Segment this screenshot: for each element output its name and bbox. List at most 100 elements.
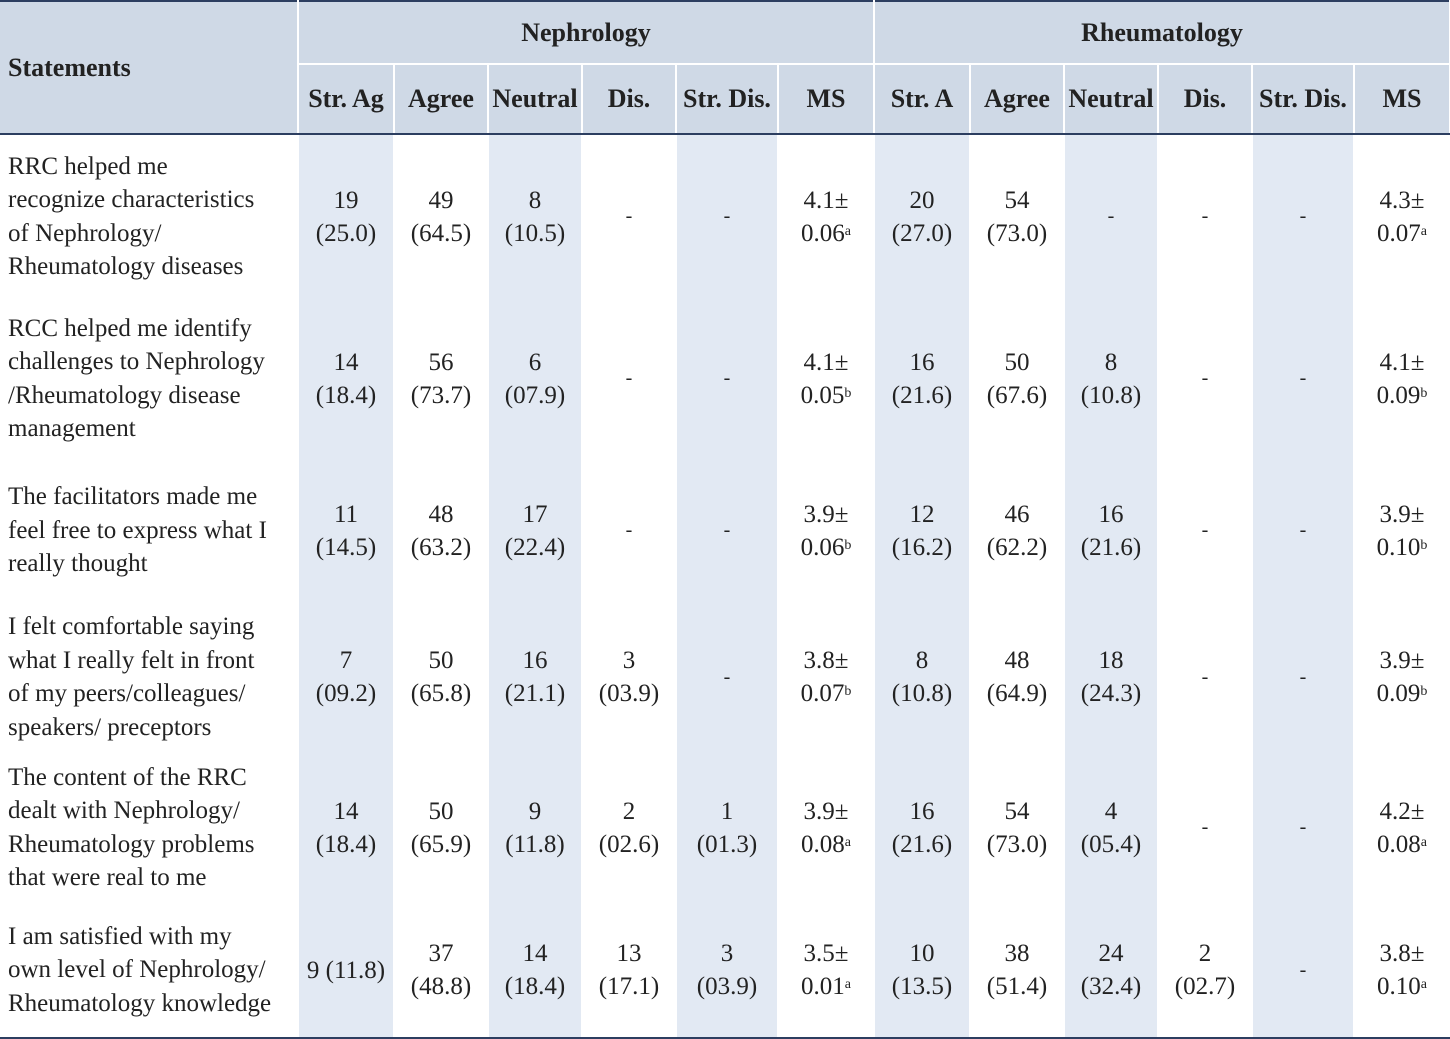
cell-text: 3: [720, 940, 734, 967]
cell-value: (73.0): [973, 217, 1061, 250]
cell-text: 0.09: [1376, 680, 1421, 707]
cell-value: 56: [397, 346, 485, 379]
cell-text: 18: [1098, 647, 1124, 674]
rheu-str-agree-cell: 16 (21.6): [874, 298, 971, 459]
cell-text: (73.0): [986, 219, 1048, 247]
cell-value: (67.6): [973, 379, 1061, 412]
rheumatology-header: Rheumatology: [874, 0, 1450, 65]
statement-line: feel free to express what I: [8, 516, 267, 544]
cell-text: (22.4): [504, 533, 566, 561]
cell-value: 12: [877, 498, 967, 531]
cell-text: 0.07: [1377, 219, 1421, 247]
cell-value: 4: [1067, 795, 1155, 828]
neph-ms-cell: 4.1± 0.06a: [778, 134, 875, 298]
rheu-neutral-cell: 18 (24.3): [1064, 602, 1159, 752]
cell-value: (64.9): [973, 677, 1061, 710]
cell-value: -: [679, 362, 775, 395]
cell-text: 13: [616, 940, 642, 967]
cell-text: 3.9±: [1379, 500, 1425, 528]
cell-value: (05.4): [1067, 828, 1155, 861]
statement-cell: RRC helped me recognize characteristics of…: [0, 134, 299, 298]
cell-value: (51.4): [973, 970, 1061, 1003]
cell-value: 18: [1067, 644, 1155, 677]
rheu-str-agree-cell: 20 (27.0): [874, 134, 971, 298]
neph-agree-cell: 49 (64.5): [394, 134, 489, 298]
cell-text: -: [1201, 816, 1209, 838]
cell-text: (18.4): [315, 381, 377, 409]
rheu-disagree-cell: -: [1158, 459, 1253, 602]
cell-text: 3.9±: [803, 797, 849, 825]
cell-text: (18.4): [504, 973, 566, 1000]
statement-line: Rheumatology knowledge: [8, 989, 272, 1017]
cell-value: 50: [397, 795, 485, 828]
cell-value: 20: [877, 184, 967, 217]
neph-disagree-cell: -: [582, 459, 677, 602]
cell-value: 0.10a: [1357, 970, 1447, 1003]
cell-text: 16: [1098, 500, 1124, 528]
cell-value: -: [585, 514, 673, 547]
cell-text: 50: [428, 797, 454, 825]
cell-text: 2: [1198, 940, 1212, 967]
neph-str-disagree-cell: 1 (01.3): [676, 752, 779, 903]
neph-neutral-cell: 9 (11.8): [488, 752, 583, 903]
cell-value: 3.8±: [1357, 937, 1447, 970]
cell-value: 10: [877, 937, 967, 970]
neph-disagree-cell: 13 (17.1): [582, 903, 677, 1039]
cell-text: (21.6): [1080, 533, 1142, 561]
cell-text: 0.01: [801, 973, 845, 1000]
cell-value: -: [1255, 954, 1351, 987]
cell-value: 14: [491, 937, 579, 970]
cell-value: 3: [679, 937, 775, 970]
cell-value: 3: [585, 644, 673, 677]
rheu-str-agree-cell: 16 (21.6): [874, 752, 971, 903]
statement-cell: The facilitators made me feel free to exp…: [0, 459, 299, 602]
cell-text: (10.8): [891, 680, 953, 707]
cell-value: (14.5): [301, 531, 391, 564]
table-row: The facilitators made me feel free to exp…: [0, 459, 1450, 602]
rheu-neutral-cell: 4 (05.4): [1064, 752, 1159, 903]
cell-value: 4.3±: [1357, 184, 1447, 217]
cell-value: 2: [1161, 937, 1249, 970]
neph-str-agree-cell: 19 (25.0): [298, 134, 395, 298]
cell-value: (13.5): [877, 970, 967, 1003]
neph-agree-cell: 48 (63.2): [394, 459, 489, 602]
cell-value: 13: [585, 937, 673, 970]
cell-value: 0.09b: [1357, 677, 1447, 710]
cell-value: 3.9±: [1357, 644, 1447, 677]
cell-value: 0.07a: [1357, 217, 1447, 250]
rheu-col-str-disagree: Str. Dis.: [1252, 64, 1355, 135]
cell-text: (16.2): [891, 533, 953, 561]
cell-value: (11.8): [491, 828, 579, 861]
rheu-str-disagree-cell: -: [1252, 752, 1355, 903]
cell-value: -: [1161, 200, 1249, 233]
cell-text: 4.3±: [1379, 186, 1425, 214]
cell-text: 0.07: [800, 680, 845, 707]
statements-header: Statements: [0, 0, 299, 135]
cell-value: -: [1255, 514, 1351, 547]
neph-str-agree-cell: 11 (14.5): [298, 459, 395, 602]
cell-text: 3.8±: [803, 647, 849, 674]
significance-superscript: a: [844, 834, 851, 850]
cell-value: 3.9±: [781, 498, 871, 531]
cell-text: (05.4): [1080, 830, 1142, 858]
neph-str-disagree-cell: -: [676, 602, 779, 752]
cell-value: (02.7): [1161, 970, 1249, 1003]
neph-str-agree-cell: 7 (09.2): [298, 602, 395, 752]
statement-cell: I am satisfied with my own level of Nephr…: [0, 903, 299, 1039]
cell-text: -: [723, 205, 731, 227]
cell-text: -: [1201, 665, 1209, 688]
cell-value: -: [679, 661, 775, 694]
rheu-str-disagree-cell: -: [1252, 903, 1355, 1039]
cell-value: -: [679, 514, 775, 547]
cell-value: 3.8±: [781, 644, 871, 677]
cell-value: 37: [397, 937, 485, 970]
neph-disagree-cell: 2 (02.6): [582, 752, 677, 903]
cell-value: 0.09b: [1357, 379, 1447, 412]
cell-value: 6: [491, 346, 579, 379]
cell-value: 0.06b: [781, 531, 871, 564]
cell-value: (73.7): [397, 379, 485, 412]
cell-value: (03.9): [585, 677, 673, 710]
statement-line: Rheumatology problems: [8, 830, 255, 858]
cell-value: 16: [877, 346, 967, 379]
